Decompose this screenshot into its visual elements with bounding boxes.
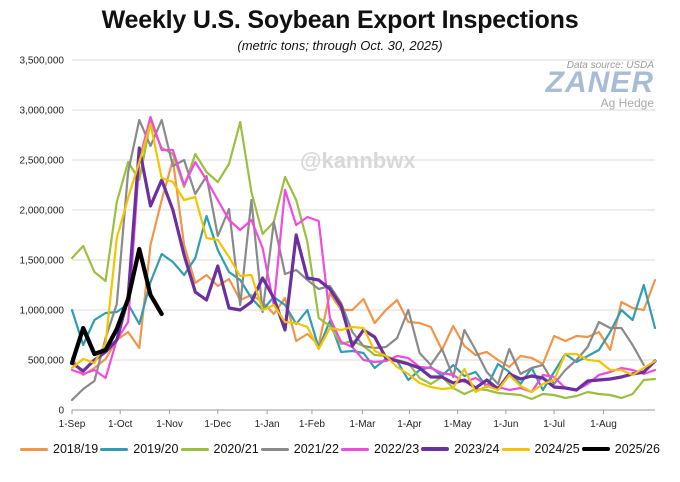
y-tick-label: 2,500,000 [20,156,65,167]
legend-swatch [501,447,530,451]
legend-item-2018-19: 2018/19 [20,442,98,456]
series-line-2019-20 [70,214,657,392]
brand-name: ZANER [545,66,654,99]
x-tick-label: 1-May [444,419,472,430]
y-tick-label: 1,000,000 [20,306,65,317]
legend-item-2021-22: 2021/22 [260,442,339,456]
x-tick-label: 1-Mar [349,419,376,430]
x-tick-label: 1-Nov [156,419,183,430]
x-tick-label: 1-Dec [204,419,231,430]
y-tick-label: 1,500,000 [20,256,65,267]
x-tick-label: 1-Feb [299,419,326,430]
x-tick-label: 1-Jun [493,419,518,430]
series-line-2025-26 [69,246,164,366]
legend-swatch [100,447,129,451]
y-tick-label: 3,500,000 [20,56,65,67]
legend-label: 2024/25 [534,442,580,456]
legend-item-2025-26: 2025/26 [581,442,660,456]
legend-label: 2019/20 [133,442,179,456]
series-line-2024-25 [70,122,657,394]
series-line-2018-19 [70,158,657,377]
x-tick-label: 1-Sep [59,419,86,430]
legend: 2018/19 2019/20 2020/21 2021/22 2022/23 2023/… [20,442,660,456]
legend-label: 2018/19 [53,442,99,456]
legend-swatch [260,447,289,451]
series-line-2022-23 [70,115,657,394]
legend-label: 2020/21 [213,442,259,456]
chart-subtitle: (metric tons; through Oct. 30, 2025) [237,38,443,53]
legend-label: 2021/22 [293,442,339,456]
legend-item-2019-20: 2019/20 [100,442,178,456]
legend-item-2022-23: 2022/23 [341,442,419,456]
legend-swatch [180,447,209,451]
legend-item-2024-25: 2024/25 [501,442,580,456]
legend-label: 2023/24 [454,442,500,456]
x-tick-label: 1-Jul [543,419,565,430]
legend-swatch [20,447,48,451]
x-tick-label: 1-Oct [108,419,133,430]
legend-swatch [581,446,610,452]
brand-subtitle: Ag Hedge [600,96,654,110]
legend-item-2023-24: 2023/24 [421,442,499,456]
x-tick-label: 1-Aug [590,419,617,430]
y-tick-label: 0 [58,406,64,417]
source-note: Data source: USDA [566,60,654,71]
x-tick-label: 1-Apr [397,419,422,430]
legend-swatch [341,447,369,451]
legend-swatch [421,447,450,451]
y-tick-label: 2,000,000 [20,206,65,217]
legend-item-2020-21: 2020/21 [180,442,259,456]
y-tick-label: 3,000,000 [20,106,65,117]
brand-logo: ZANER Ag Hedge [545,66,654,111]
chart-title: Weekly U.S. Soybean Export Inspections [101,6,579,34]
x-tick-label: 1-Jan [255,419,280,430]
legend-label: 2022/23 [374,442,420,456]
legend-label: 2025/26 [614,442,660,456]
y-tick-label: 500,000 [28,356,65,367]
